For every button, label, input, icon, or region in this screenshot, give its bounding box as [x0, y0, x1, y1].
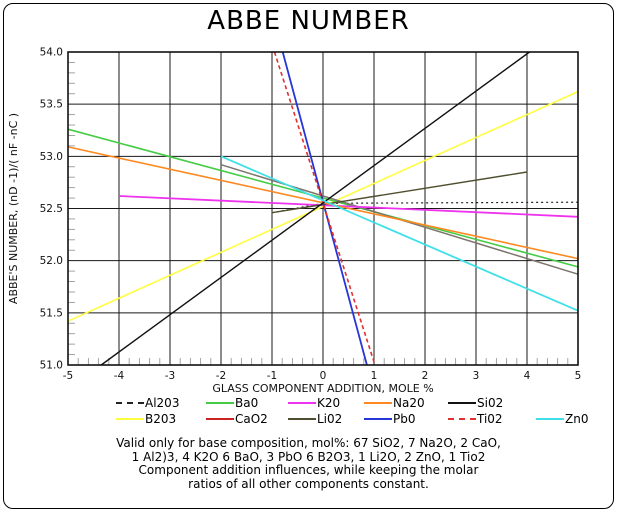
caption: Valid only for base composition, mol%: 6… — [0, 436, 617, 491]
caption-line-4: ratios of all other components constant. — [188, 476, 429, 491]
chart-canvas: 54.0 53.5 53.0 52.5 52.0 51.5 51.0-5 -4 -3 -2 -1 0 1… — [7, 47, 582, 396]
legend-swatch-Ti02 — [448, 418, 476, 420]
series-K20 — [118, 195, 579, 218]
legend-swatch-K20 — [288, 402, 316, 404]
legend-label-B203: B203 — [145, 412, 177, 426]
legend-item-Zn0: Zn0 — [536, 412, 600, 426]
series-Li02 — [271, 171, 528, 214]
x-tick-label: -4 — [114, 370, 125, 382]
y-tick-label: 53.5 — [40, 99, 63, 111]
legend-label-Zn0: Zn0 — [565, 412, 589, 426]
x-tick-label: 0 — [320, 370, 327, 382]
y-tick-label: 52.5 — [40, 203, 63, 215]
y-axis-title: ABBE'S NUMBER, (nD -1)/( nF -nC ) — [7, 113, 20, 304]
caption-line-1: Valid only for base composition, mol%: 6… — [116, 436, 501, 450]
legend-label-Li02: Li02 — [317, 412, 343, 426]
x-tick-label: 3 — [473, 370, 480, 382]
legend-label-CaO2: CaO2 — [235, 412, 268, 426]
legend-grid: Al203 Ba0 K20 Na20 Si02 B203 CaO2 Li02 Pb0 Ti02 Zn… — [116, 396, 617, 426]
legend-item-Ba0: Ba0 — [206, 396, 288, 410]
legend-swatch-CaO2 — [206, 418, 234, 420]
series-Si02 — [100, 51, 530, 366]
legend-label-Al203: Al203 — [145, 396, 180, 410]
legend-item-Ti02: Ti02 — [448, 412, 536, 426]
caption-line-2: 1 Al2)3, 4 K2O 6 BaO, 3 PbO 6 B2O3, 1 Li… — [131, 449, 486, 464]
caption-line-3: Component addition influences, while kee… — [138, 463, 479, 477]
x-axis-title: GLASS COMPONENT ADDITION, MOLE % — [212, 382, 433, 395]
legend-swatch-Na20 — [364, 402, 392, 404]
x-tick-label: 1 — [371, 370, 378, 382]
x-tick-label: 5 — [575, 370, 582, 382]
legend-swatch-Li02 — [288, 418, 316, 420]
y-tick-label: 52.0 — [40, 255, 63, 267]
y-tick-label: 54.0 — [40, 47, 63, 59]
legend-item-CaO2: CaO2 — [206, 412, 288, 426]
legend-swatch-Zn0 — [536, 418, 564, 420]
legend-item-B203: B203 — [116, 412, 206, 426]
legend-item-Si02: Si02 — [448, 396, 536, 410]
legend-item-Pb0: Pb0 — [364, 412, 448, 426]
chart-title: ABBE NUMBER — [207, 6, 410, 36]
y-tick-label: 53.0 — [40, 151, 63, 163]
legend-swatch-B203 — [116, 418, 144, 420]
y-tick-label: 51.0 — [40, 360, 63, 372]
x-tick-label: 4 — [524, 370, 531, 382]
legend-item-Na20: Na20 — [364, 396, 448, 410]
series-Ba0 — [67, 128, 579, 268]
x-tick-label: -3 — [165, 370, 175, 382]
legend-item-Al203: Al203 — [116, 396, 206, 410]
x-tick-label: -1 — [267, 370, 277, 382]
legend-swatch-Al203 — [116, 402, 144, 404]
legend-swatch-Ba0 — [206, 402, 234, 404]
y-tick-label: 51.5 — [40, 307, 63, 319]
legend-swatch-Pb0 — [364, 418, 392, 420]
legend-item-Li02: Li02 — [288, 412, 364, 426]
series-Ti02 — [273, 51, 376, 366]
legend-swatch-Si02 — [448, 402, 476, 404]
series-Zn0 — [220, 155, 579, 312]
legend-empty-cell — [536, 396, 600, 410]
legend-label-K20: K20 — [317, 396, 341, 410]
x-tick-label: -2 — [216, 370, 226, 382]
x-tick-label: 2 — [422, 370, 429, 382]
legend-label-Pb0: Pb0 — [393, 412, 416, 426]
legend-label-Si02: Si02 — [477, 396, 504, 410]
x-tick-label: -5 — [63, 370, 73, 382]
series-B203 — [67, 90, 579, 322]
legend: Al203 Ba0 K20 Na20 Si02 B203 CaO2 Li02 Pb0 Ti02 Zn… — [0, 396, 617, 426]
legend-item-K20: K20 — [288, 396, 364, 410]
legend-label-Ba0: Ba0 — [235, 396, 259, 410]
legend-label-Ti02: Ti02 — [477, 412, 503, 426]
legend-label-Na20: Na20 — [393, 396, 425, 410]
plot-border — [67, 51, 579, 366]
